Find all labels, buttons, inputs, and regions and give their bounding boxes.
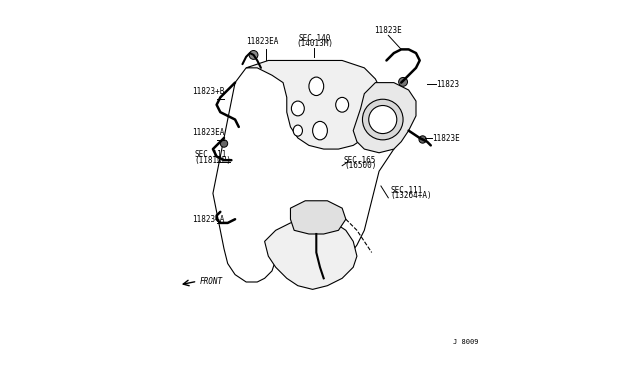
Ellipse shape xyxy=(291,101,304,116)
Ellipse shape xyxy=(336,97,349,112)
Text: (13264+A): (13264+A) xyxy=(390,192,432,201)
Polygon shape xyxy=(264,219,357,289)
Ellipse shape xyxy=(312,121,328,140)
Text: (16500): (16500) xyxy=(344,161,376,170)
Text: 11823E: 11823E xyxy=(433,134,460,142)
Polygon shape xyxy=(246,61,383,149)
Text: SEC.165: SEC.165 xyxy=(344,155,376,164)
Text: 11823EA: 11823EA xyxy=(193,128,225,137)
Circle shape xyxy=(220,140,228,147)
Circle shape xyxy=(249,51,258,60)
Text: J 8009: J 8009 xyxy=(453,339,479,345)
Text: 11823+B: 11823+B xyxy=(193,87,225,96)
Circle shape xyxy=(419,136,426,143)
Text: SEC.140: SEC.140 xyxy=(298,34,331,43)
Text: 11823EA: 11823EA xyxy=(246,38,279,46)
Polygon shape xyxy=(291,201,346,234)
Text: SEC.111: SEC.111 xyxy=(390,186,422,195)
Text: (14013M): (14013M) xyxy=(296,39,333,48)
Text: 11823E: 11823E xyxy=(374,26,402,35)
Text: 11823+A: 11823+A xyxy=(193,215,225,224)
Text: SEC.111: SEC.111 xyxy=(195,150,227,160)
Circle shape xyxy=(362,99,403,140)
Text: 11823: 11823 xyxy=(436,80,460,89)
Circle shape xyxy=(399,77,408,86)
Text: (11810P): (11810P) xyxy=(195,155,232,164)
Ellipse shape xyxy=(309,77,324,96)
Polygon shape xyxy=(353,83,416,153)
Ellipse shape xyxy=(293,125,303,136)
Circle shape xyxy=(369,106,397,134)
Text: FRONT: FRONT xyxy=(200,277,223,286)
